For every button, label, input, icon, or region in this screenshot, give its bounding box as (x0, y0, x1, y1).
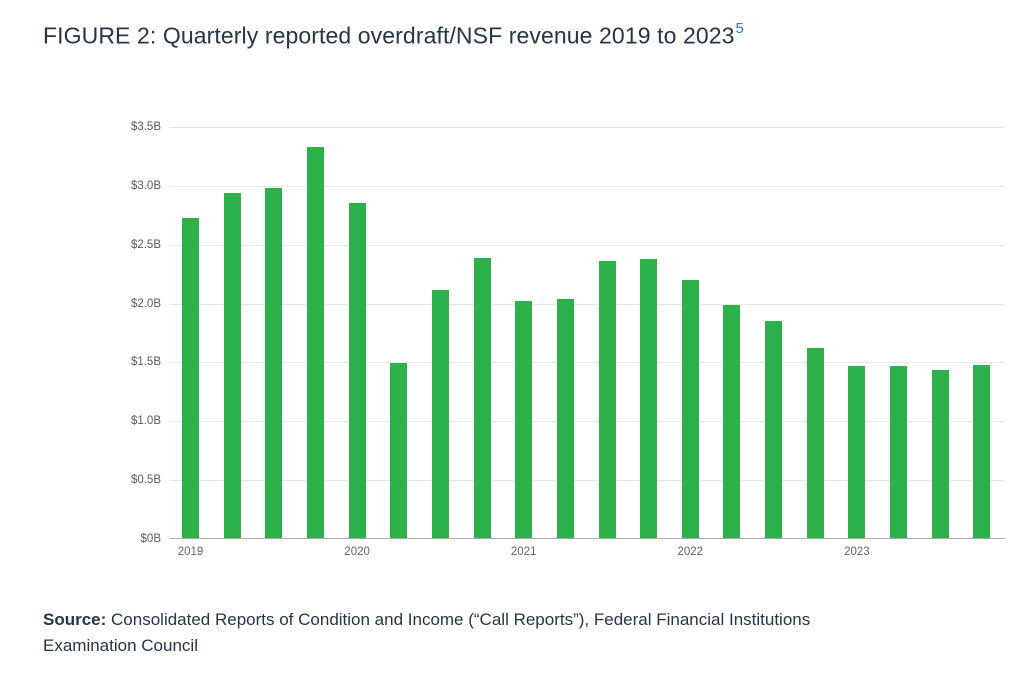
bar-2022-q3 (765, 321, 783, 538)
footnote-marker: 5 (735, 20, 744, 37)
x-axis-tick-label-2019: 2019 (177, 546, 204, 558)
bar-chart: $0B $0.5B $1.0B $1.5B $2.0B $2.5B $3.0B $3.5B 20… (131, 121, 1005, 558)
bar-2023-q2 (890, 366, 908, 538)
bar-2022-q2 (723, 304, 741, 538)
bar-2019-q4 (306, 147, 324, 538)
y-axis-tick-label: $0.5B (130, 474, 161, 487)
gridline (170, 185, 1005, 187)
figure-title-text: FIGURE 2: Quarterly reported overdraft/N… (43, 22, 735, 49)
gridline (170, 303, 1005, 305)
source-note: Source: Consolidated Reports of Conditio… (43, 607, 873, 660)
bar-2020-q2 (390, 362, 408, 538)
bar-2023-q1 (848, 366, 866, 538)
bar-2019-q1 (182, 217, 199, 538)
gridline (170, 362, 1005, 364)
bar-2020-q3 (431, 289, 449, 538)
bar-2020-q4 (473, 257, 491, 538)
gridline (170, 127, 1005, 128)
bar-2021-q1 (515, 301, 533, 538)
y-axis-tick-label: $3.0B (130, 179, 161, 192)
source-label: Source: (43, 610, 107, 629)
x-axis-tick-label-2020: 2020 (344, 546, 370, 558)
figure-title: FIGURE 2: Quarterly reported overdraft/N… (43, 20, 744, 50)
y-axis-tick-label: $2.0B (130, 297, 161, 310)
gridline (170, 421, 1005, 423)
bar-2021-q2 (556, 299, 574, 538)
gridline (170, 480, 1005, 482)
x-axis-tick-label-2021: 2021 (510, 546, 537, 558)
y-axis-tick-label: $1.0B (130, 415, 161, 428)
bar-2021-q3 (598, 261, 616, 538)
y-axis-tick-label: $2.5B (130, 238, 161, 251)
y-axis-tick-label: $3.5B (130, 121, 161, 133)
y-axis-tick-label: $1.5B (130, 356, 161, 369)
bar-2023-q3 (931, 369, 949, 538)
plot-area: $0B $0.5B $1.0B $1.5B $2.0B $2.5B $3.0B $3.5B 20… (131, 121, 1005, 558)
bar-2019-q2 (223, 193, 241, 538)
bar-2021-q4 (640, 259, 658, 538)
gridline (170, 244, 1005, 246)
y-axis-tick-label: $0B (140, 533, 161, 545)
bar-2020-q1 (348, 202, 366, 538)
x-axis-tick-label-2022: 2022 (677, 546, 704, 558)
source-text: Consolidated Reports of Condition and In… (43, 610, 811, 656)
x-axis-tick-label-2023: 2023 (844, 546, 870, 558)
bar-2022-q1 (681, 280, 699, 538)
bar-2022-q4 (806, 348, 824, 538)
bar-2023-q4 (973, 364, 991, 538)
bar-2019-q3 (265, 188, 283, 538)
